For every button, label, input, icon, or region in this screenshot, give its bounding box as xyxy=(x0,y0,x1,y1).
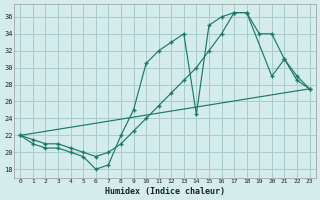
X-axis label: Humidex (Indice chaleur): Humidex (Indice chaleur) xyxy=(105,187,225,196)
